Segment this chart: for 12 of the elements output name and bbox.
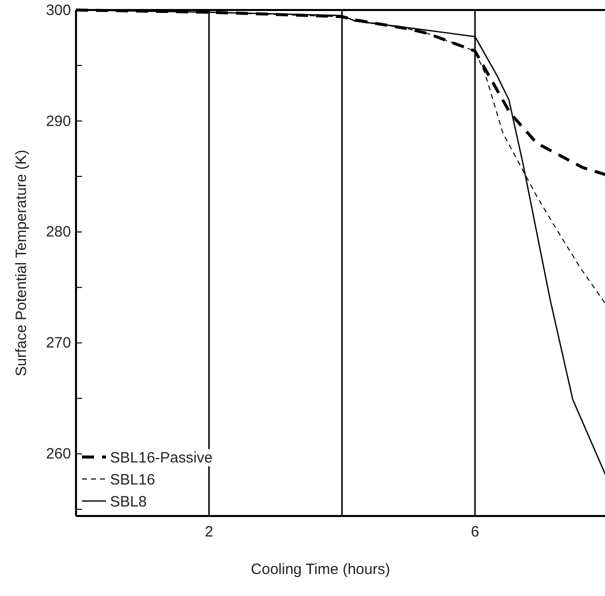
y-tick-label: 290 [46, 112, 71, 130]
y-tick-label: 300 [46, 2, 71, 19]
y-axis-title: Surface Potential Temperature (K) [13, 150, 30, 376]
y-tick-label: 270 [46, 334, 71, 352]
x-tick-label: 6 [470, 524, 480, 541]
y-tick-label: 280 [46, 224, 71, 241]
legend-label: SBL16-Passive [110, 449, 213, 466]
legend-label: SBL16 [110, 471, 156, 488]
x-axis-title: Cooling Time (hours) [250, 561, 390, 578]
x-tick-label: 2 [204, 524, 214, 541]
y-tick-label: 260 [46, 446, 71, 463]
legend-label: SBL8 [110, 493, 147, 510]
